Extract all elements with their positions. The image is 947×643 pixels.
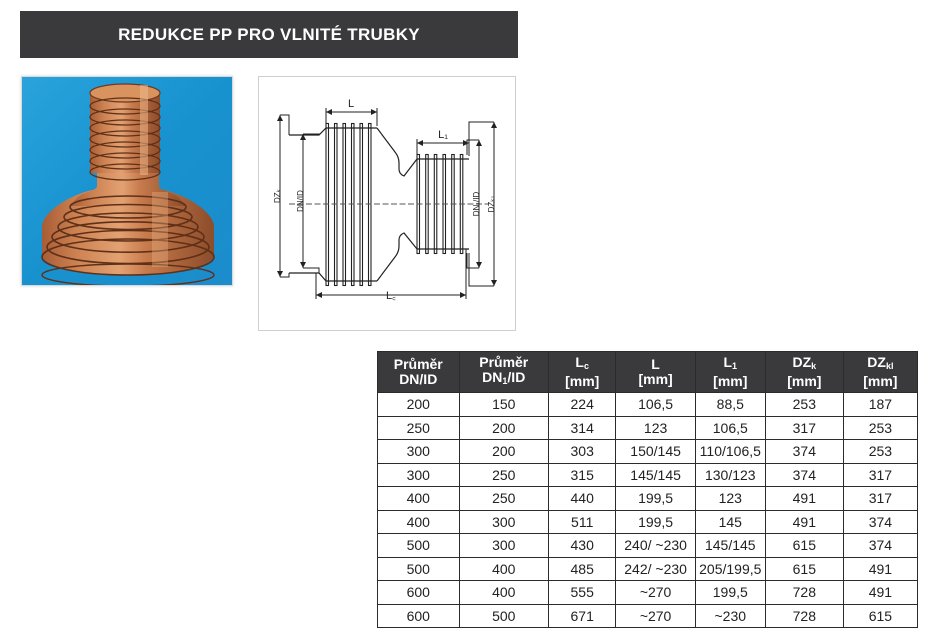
svg-text:L₁: L₁ [438,129,448,141]
svg-text:DZₖ₁: DZₖ₁ [487,195,496,212]
svg-text:L: L [348,98,354,110]
svg-text:DN/ID: DN/ID [296,190,305,212]
svg-text:L꜀: L꜀ [386,290,396,302]
svg-text:DZₖ: DZₖ [273,189,282,203]
svg-text:DN₁/ID: DN₁/ID [472,192,481,217]
